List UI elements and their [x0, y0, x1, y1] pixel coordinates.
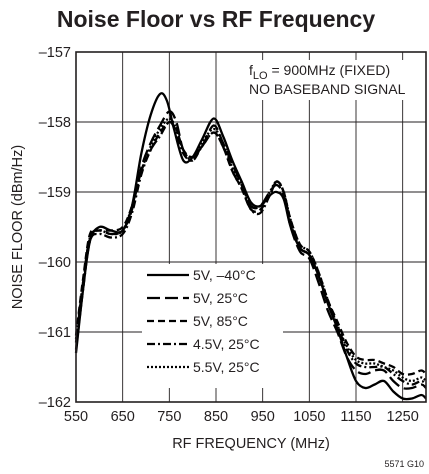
- annotation-lo-subscript: LO: [253, 70, 268, 82]
- annotation-line-1: fLO = 900MHz (FIXED): [249, 62, 390, 82]
- y-tick-labels: –162 –161 –160 –159 –158 –157: [39, 45, 71, 411]
- series-line: [74, 92, 427, 401]
- y-tick-label: –162: [39, 395, 71, 411]
- annotation-line-2: NO BASEBAND SIGNAL: [249, 81, 406, 97]
- y-tick-label: –157: [39, 45, 71, 61]
- legend-label: 5.5V, 25°C: [193, 359, 260, 375]
- x-tick-label: 950: [251, 409, 275, 425]
- x-tick-label: 650: [111, 409, 135, 425]
- series-line: [74, 117, 427, 383]
- y-tick-label: –160: [39, 255, 71, 271]
- x-tick-label: 550: [64, 409, 88, 425]
- x-tick-label: 750: [157, 409, 181, 425]
- x-tick-label: 1250: [387, 409, 419, 425]
- x-tick-label: 1150: [340, 409, 371, 425]
- series-line: [74, 120, 427, 386]
- annotation-background: [246, 60, 422, 100]
- y-tick-label: –159: [39, 185, 71, 201]
- y-axis-label: NOISE FLOOR (dBm/Hz): [10, 145, 26, 309]
- legend-background: [142, 264, 283, 388]
- series-lines: [74, 92, 427, 401]
- annotation-lo-value: = 900MHz (FIXED): [268, 62, 391, 78]
- legend-label: 4.5V, 25°C: [193, 336, 260, 352]
- x-axis-label: RF FREQUENCY (MHz): [172, 436, 330, 452]
- plot-frame: [75, 51, 427, 403]
- figure-code: 5571 G10: [384, 459, 424, 469]
- x-tick-label: 1050: [293, 409, 325, 425]
- x-tick-label: 850: [204, 409, 228, 425]
- x-tick-labels: 550 650 750 850 950 1050 1150 1250: [64, 409, 419, 425]
- legend-label: 5V, –40°C: [193, 267, 256, 283]
- legend-label: 5V, 85°C: [193, 313, 248, 329]
- legend: 5V, –40°C 5V, 25°C 5V, 85°C 4.5V, 25°C 5.5V,…: [147, 267, 260, 375]
- y-tick-label: –161: [39, 325, 71, 341]
- y-tick-label: –158: [39, 115, 71, 131]
- annotation-f: f: [249, 62, 253, 78]
- legend-label: 5V, 25°C: [193, 290, 248, 306]
- chart-title: Noise Floor vs RF Frequency: [57, 6, 375, 32]
